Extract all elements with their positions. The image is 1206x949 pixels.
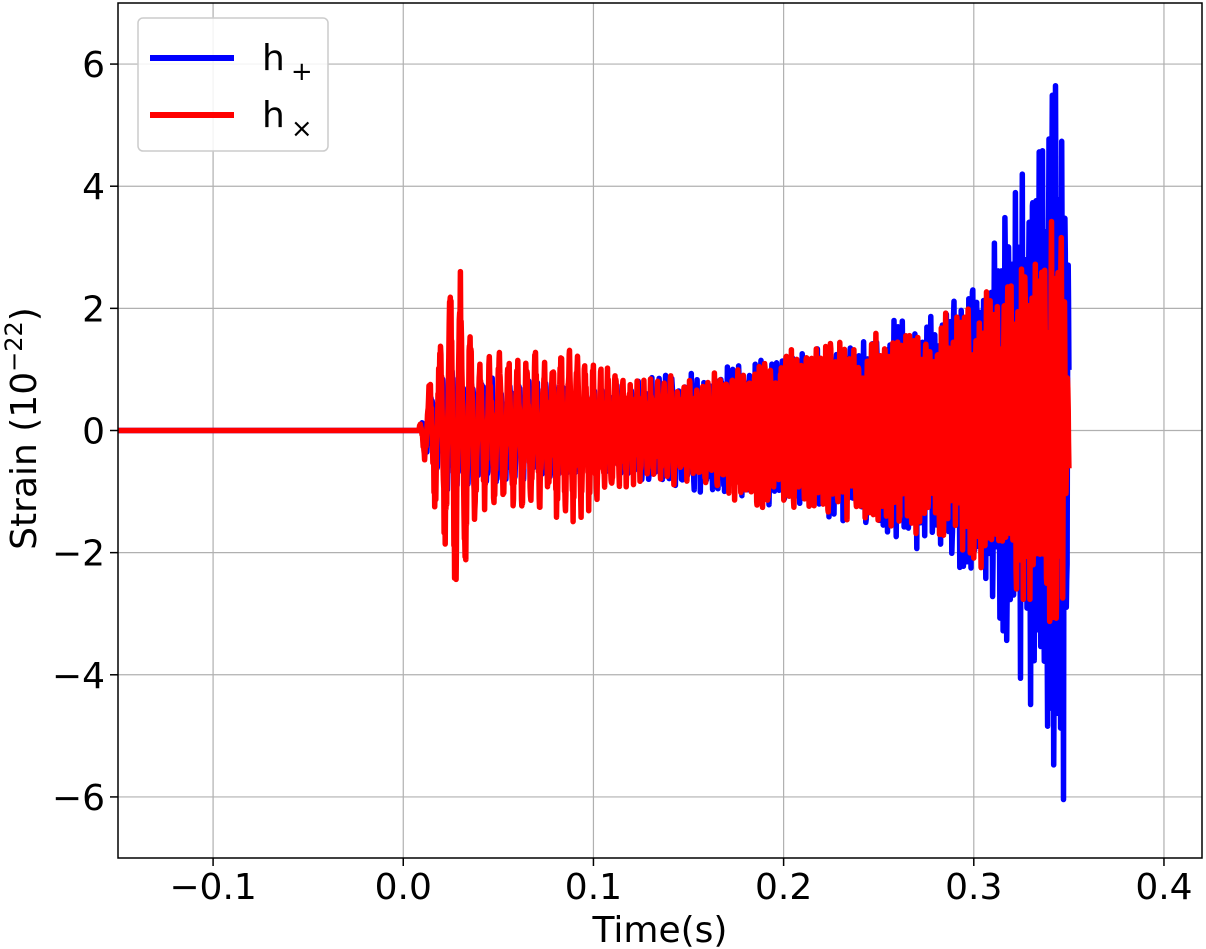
x-axis-label: Time(s) [592, 910, 728, 949]
y-axis-label-text: Strain (10 [4, 372, 45, 550]
legend-label-h-plus-main: h [262, 38, 285, 79]
x-tick-label: 0.2 [755, 867, 812, 908]
x-tick-label: 0.1 [565, 867, 622, 908]
y-tick-label: 4 [82, 167, 105, 208]
y-tick-label: −4 [52, 656, 105, 697]
y-tick-label: 2 [82, 289, 105, 330]
y-axis-label-close: ) [4, 307, 45, 321]
y-tick-label: 0 [82, 412, 105, 453]
y-tick-label: −2 [52, 534, 105, 575]
y-axis-label: Strain (10−22) [0, 307, 45, 550]
series-line-1 [118, 218, 1072, 625]
legend-label-h-cross-main: h [262, 95, 285, 136]
legend-label-h-cross-sub: × [291, 114, 313, 144]
series-layer [118, 82, 1072, 803]
x-tick-label: 0.0 [375, 867, 432, 908]
y-tick-label: −6 [52, 778, 105, 819]
axis-ticks: −0.1 0.0 0.1 0.2 0.3 0.4 −6 −4 −2 0 2 4 6 [52, 45, 1193, 908]
y-tick-label: 6 [82, 45, 105, 86]
legend-label-h-plus-sub: + [291, 57, 313, 87]
legend: h + h × [137, 17, 329, 152]
legend-label-h-cross: h × [262, 95, 313, 144]
x-tick-label: 0.4 [1135, 867, 1192, 908]
legend-label-h-plus: h + [262, 38, 313, 87]
y-axis-label-exponent: −22 [0, 321, 28, 372]
x-tick-label: 0.3 [945, 867, 1002, 908]
x-tick-label: −0.1 [169, 867, 256, 908]
